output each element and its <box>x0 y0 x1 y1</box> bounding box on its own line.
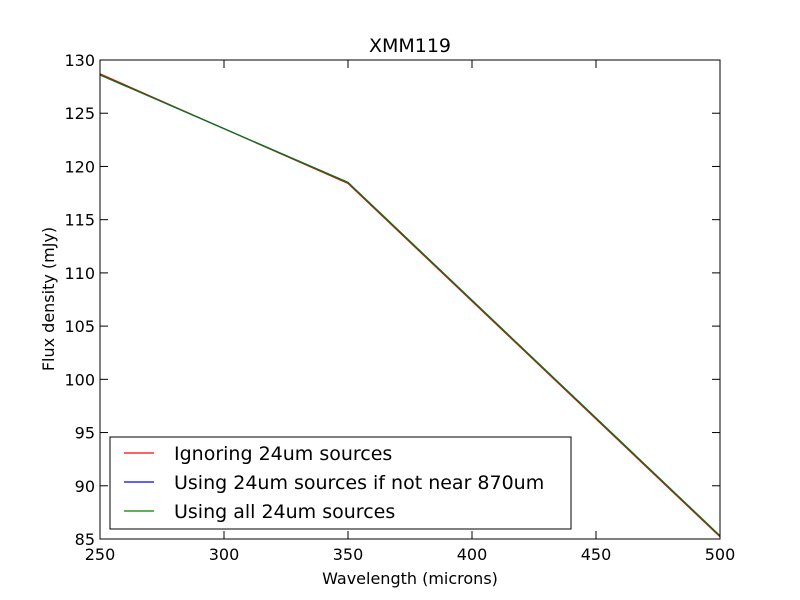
series-line-2 <box>99 74 721 537</box>
legend-label-all: Using all 24um sources <box>174 501 395 523</box>
legend-box <box>109 436 572 530</box>
x-tick-label: 400 <box>457 545 488 564</box>
plot-area-frame <box>99 59 721 540</box>
y-tick-label: 115 <box>64 211 95 230</box>
y-tick-label: 85 <box>75 530 95 549</box>
y-tick-label: 105 <box>64 317 95 336</box>
legend-label-not-near: Using 24um sources if not near 870um <box>174 472 544 494</box>
y-tick-label: 90 <box>75 477 95 496</box>
y-tick-label: 125 <box>64 104 95 123</box>
x-tick-label: 300 <box>209 545 240 564</box>
x-tick-label: 450 <box>581 545 612 564</box>
axis-ticks: 250 300 350 400 450 500 85 90 95 100 105 110 115 120 1… <box>64 51 735 564</box>
x-tick-label: 500 <box>705 545 736 564</box>
y-tick-label: 120 <box>64 157 95 176</box>
y-tick-label: 100 <box>64 370 95 389</box>
series-lines <box>99 73 721 538</box>
x-axis-title: Wavelength (microns) <box>322 569 498 588</box>
chart-title: XMM119 <box>369 35 451 57</box>
x-tick-label: 350 <box>333 545 364 564</box>
y-tick-label: 95 <box>75 424 95 443</box>
x-tick-label: 250 <box>85 545 116 564</box>
legend-label-ignoring: Ignoring 24um sources <box>174 443 392 465</box>
y-axis-title: Flux density (mJy) <box>39 227 58 371</box>
y-tick-label: 110 <box>64 264 95 283</box>
legend: Ignoring 24um sources Using 24um sources… <box>109 436 572 530</box>
y-tick-label: 130 <box>64 51 95 70</box>
